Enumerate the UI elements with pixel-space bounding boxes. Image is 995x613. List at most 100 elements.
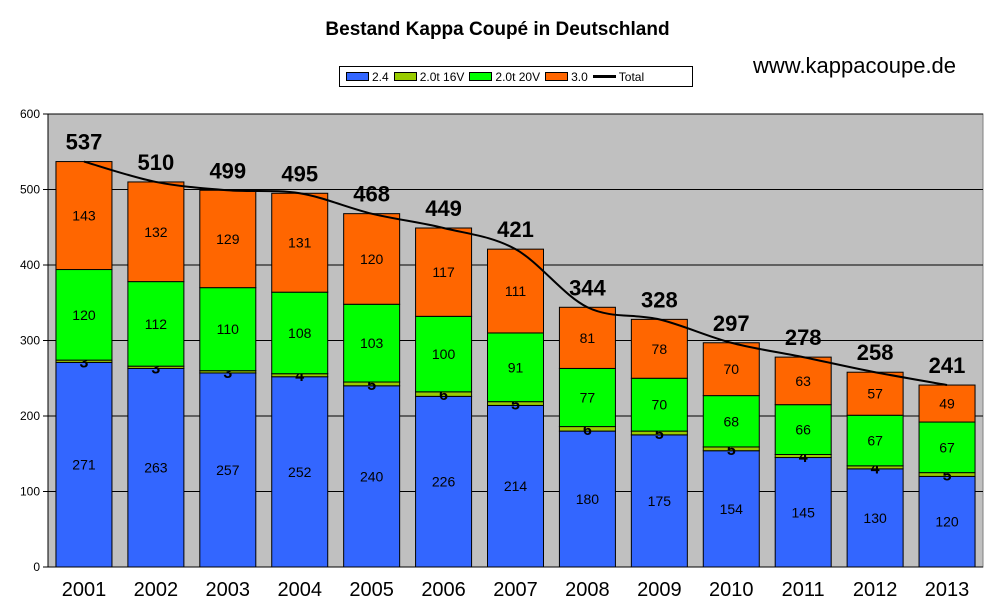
data-label: 263 bbox=[144, 460, 168, 476]
bar-2-0t-20v bbox=[271, 291, 329, 375]
data-label: 81 bbox=[580, 330, 596, 346]
bar-2-0t-20v bbox=[630, 377, 688, 432]
x-tick-label: 2013 bbox=[925, 579, 970, 601]
data-label: 110 bbox=[217, 321, 240, 337]
data-label: 130 bbox=[863, 510, 887, 526]
data-label: 68 bbox=[723, 413, 739, 429]
legend-label-2-0t-20v: 2.0t 20V bbox=[495, 69, 541, 84]
data-label: 129 bbox=[216, 231, 240, 247]
data-label: 131 bbox=[288, 235, 312, 251]
bar-2-4 bbox=[846, 468, 904, 568]
data-label: 120 bbox=[72, 307, 96, 323]
x-tick-label: 2012 bbox=[853, 579, 898, 601]
data-label: 3 bbox=[151, 360, 160, 377]
data-label: 175 bbox=[648, 493, 672, 509]
chart-title: Bestand Kappa Coupé in Deutschland bbox=[325, 19, 670, 40]
total-label: 537 bbox=[66, 130, 103, 155]
bar-3-0 bbox=[127, 181, 185, 283]
bar-3-0 bbox=[271, 192, 329, 293]
data-label: 257 bbox=[216, 462, 240, 478]
legend-label-2-4: 2.4 bbox=[372, 69, 389, 84]
total-label: 258 bbox=[857, 340, 894, 365]
legend-label-3-0: 3.0 bbox=[571, 69, 588, 84]
bar-2-4 bbox=[415, 395, 473, 568]
bar-2-0t-20v bbox=[127, 281, 185, 367]
bar-3-0 bbox=[774, 356, 832, 406]
bar-2-4 bbox=[702, 450, 760, 568]
total-label: 278 bbox=[785, 325, 822, 350]
data-label: 5 bbox=[727, 442, 736, 459]
bar-2-4 bbox=[918, 475, 976, 568]
data-label: 70 bbox=[723, 361, 739, 377]
data-label: 5 bbox=[655, 426, 664, 443]
legend-item-total: Total bbox=[592, 69, 645, 84]
bar-3-0 bbox=[199, 189, 257, 289]
data-label: 120 bbox=[935, 514, 959, 530]
total-label: 241 bbox=[929, 353, 966, 378]
data-label: 145 bbox=[792, 504, 816, 520]
x-tick-label: 2008 bbox=[565, 579, 610, 601]
bar-2-4 bbox=[343, 385, 401, 568]
bar-3-0 bbox=[846, 371, 904, 416]
legend-item-2-0t-20v: 2.0t 20V bbox=[469, 70, 540, 84]
data-label: 154 bbox=[720, 501, 744, 517]
data-label: 4 bbox=[871, 460, 880, 477]
y-tick-label: 400 bbox=[20, 258, 40, 272]
y-tick-label: 500 bbox=[20, 183, 40, 197]
website-url: www.kappacoupe.de bbox=[753, 53, 957, 78]
data-label: 108 bbox=[288, 325, 312, 341]
total-line bbox=[83, 160, 948, 387]
y-tick-label: 0 bbox=[33, 560, 40, 574]
bar-2-4 bbox=[558, 430, 616, 568]
data-label: 78 bbox=[652, 341, 668, 357]
bar-2-4 bbox=[774, 457, 832, 568]
legend: 2.4 2.0t 16V 2.0t 20V 3.0 Total bbox=[339, 66, 693, 87]
data-label: 143 bbox=[72, 208, 96, 224]
y-tick-label: 200 bbox=[20, 409, 40, 423]
legend-swatch-2-0t-20v bbox=[469, 72, 493, 81]
legend-item-2-0t-16v: 2.0t 16V bbox=[393, 70, 464, 84]
data-label: 70 bbox=[652, 397, 668, 413]
data-label: 5 bbox=[943, 468, 952, 485]
x-tick-label: 2009 bbox=[637, 579, 682, 601]
bar-3-0 bbox=[55, 161, 113, 271]
total-label: 344 bbox=[569, 275, 606, 300]
bar-3-0 bbox=[415, 227, 473, 317]
legend-label-total: Total bbox=[618, 69, 645, 84]
data-label: 100 bbox=[432, 346, 456, 362]
total-label: 328 bbox=[641, 287, 678, 312]
data-label: 240 bbox=[360, 468, 384, 484]
total-label: 510 bbox=[138, 150, 175, 175]
data-label: 4 bbox=[799, 449, 808, 466]
x-tick-label: 2001 bbox=[62, 579, 107, 601]
data-label: 3 bbox=[223, 365, 232, 382]
bar-2-0t-20v bbox=[343, 303, 401, 383]
total-label: 495 bbox=[281, 161, 318, 186]
x-tick-label: 2010 bbox=[709, 579, 754, 601]
data-label: 91 bbox=[508, 359, 524, 375]
data-label: 67 bbox=[867, 433, 883, 449]
data-label: 252 bbox=[288, 464, 312, 480]
total-label: 499 bbox=[209, 158, 246, 183]
data-label: 103 bbox=[360, 335, 384, 351]
legend-swatch-3-0 bbox=[545, 72, 569, 81]
x-tick-label: 2005 bbox=[349, 579, 394, 601]
bar-2-4 bbox=[271, 376, 329, 568]
data-label: 63 bbox=[795, 373, 811, 389]
data-label: 271 bbox=[72, 457, 96, 473]
y-tick-label: 300 bbox=[20, 334, 40, 348]
data-label: 66 bbox=[795, 422, 811, 438]
data-label: 214 bbox=[504, 478, 528, 494]
y-tick-label: 100 bbox=[20, 485, 40, 499]
x-tick-label: 2003 bbox=[206, 579, 251, 601]
data-label: 57 bbox=[867, 386, 883, 402]
legend-swatch-total bbox=[592, 75, 616, 78]
bar-3-0 bbox=[918, 384, 976, 423]
bar-3-0 bbox=[630, 318, 688, 379]
data-label: 49 bbox=[939, 396, 955, 412]
data-label: 6 bbox=[439, 387, 448, 404]
data-label: 77 bbox=[580, 390, 596, 406]
bar-2-4 bbox=[199, 372, 257, 568]
total-label: 449 bbox=[425, 196, 462, 221]
